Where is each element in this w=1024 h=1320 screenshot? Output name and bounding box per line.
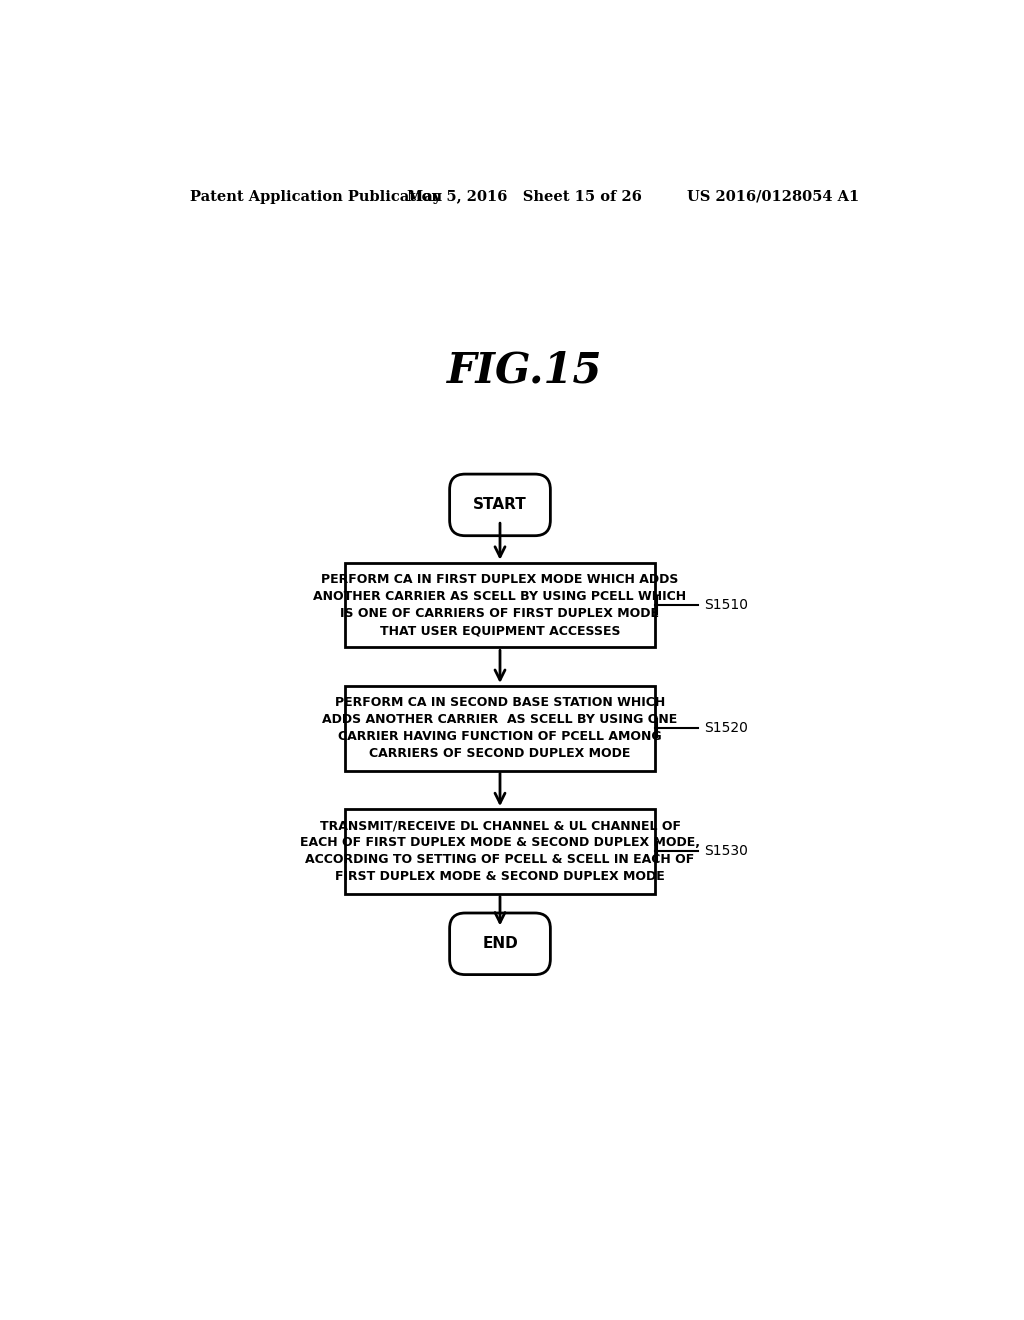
Text: S1530: S1530 [703,845,748,858]
Text: May 5, 2016   Sheet 15 of 26: May 5, 2016 Sheet 15 of 26 [408,190,642,203]
Text: PERFORM CA IN FIRST DUPLEX MODE WHICH ADDS
ANOTHER CARRIER AS SCELL BY USING PCE: PERFORM CA IN FIRST DUPLEX MODE WHICH AD… [313,573,686,638]
Text: S1520: S1520 [703,721,748,735]
Text: FIG.15: FIG.15 [447,350,602,391]
Bar [345,562,655,647]
Text: Patent Application Publication: Patent Application Publication [190,190,442,203]
Bar [345,686,655,771]
Text: PERFORM CA IN SECOND BASE STATION WHICH
ADDS ANOTHER CARRIER  AS SCELL BY USING : PERFORM CA IN SECOND BASE STATION WHICH … [323,696,678,760]
Text: START: START [473,498,527,512]
Text: END: END [482,936,518,952]
Text: S1510: S1510 [703,598,748,612]
Text: US 2016/0128054 A1: US 2016/0128054 A1 [687,190,859,203]
FancyBboxPatch shape [450,474,550,536]
Bar [345,809,655,894]
FancyBboxPatch shape [450,913,550,974]
Text: TRANSMIT/RECEIVE DL CHANNEL & UL CHANNEL OF
EACH OF FIRST DUPLEX MODE & SECOND D: TRANSMIT/RECEIVE DL CHANNEL & UL CHANNEL… [300,820,700,883]
